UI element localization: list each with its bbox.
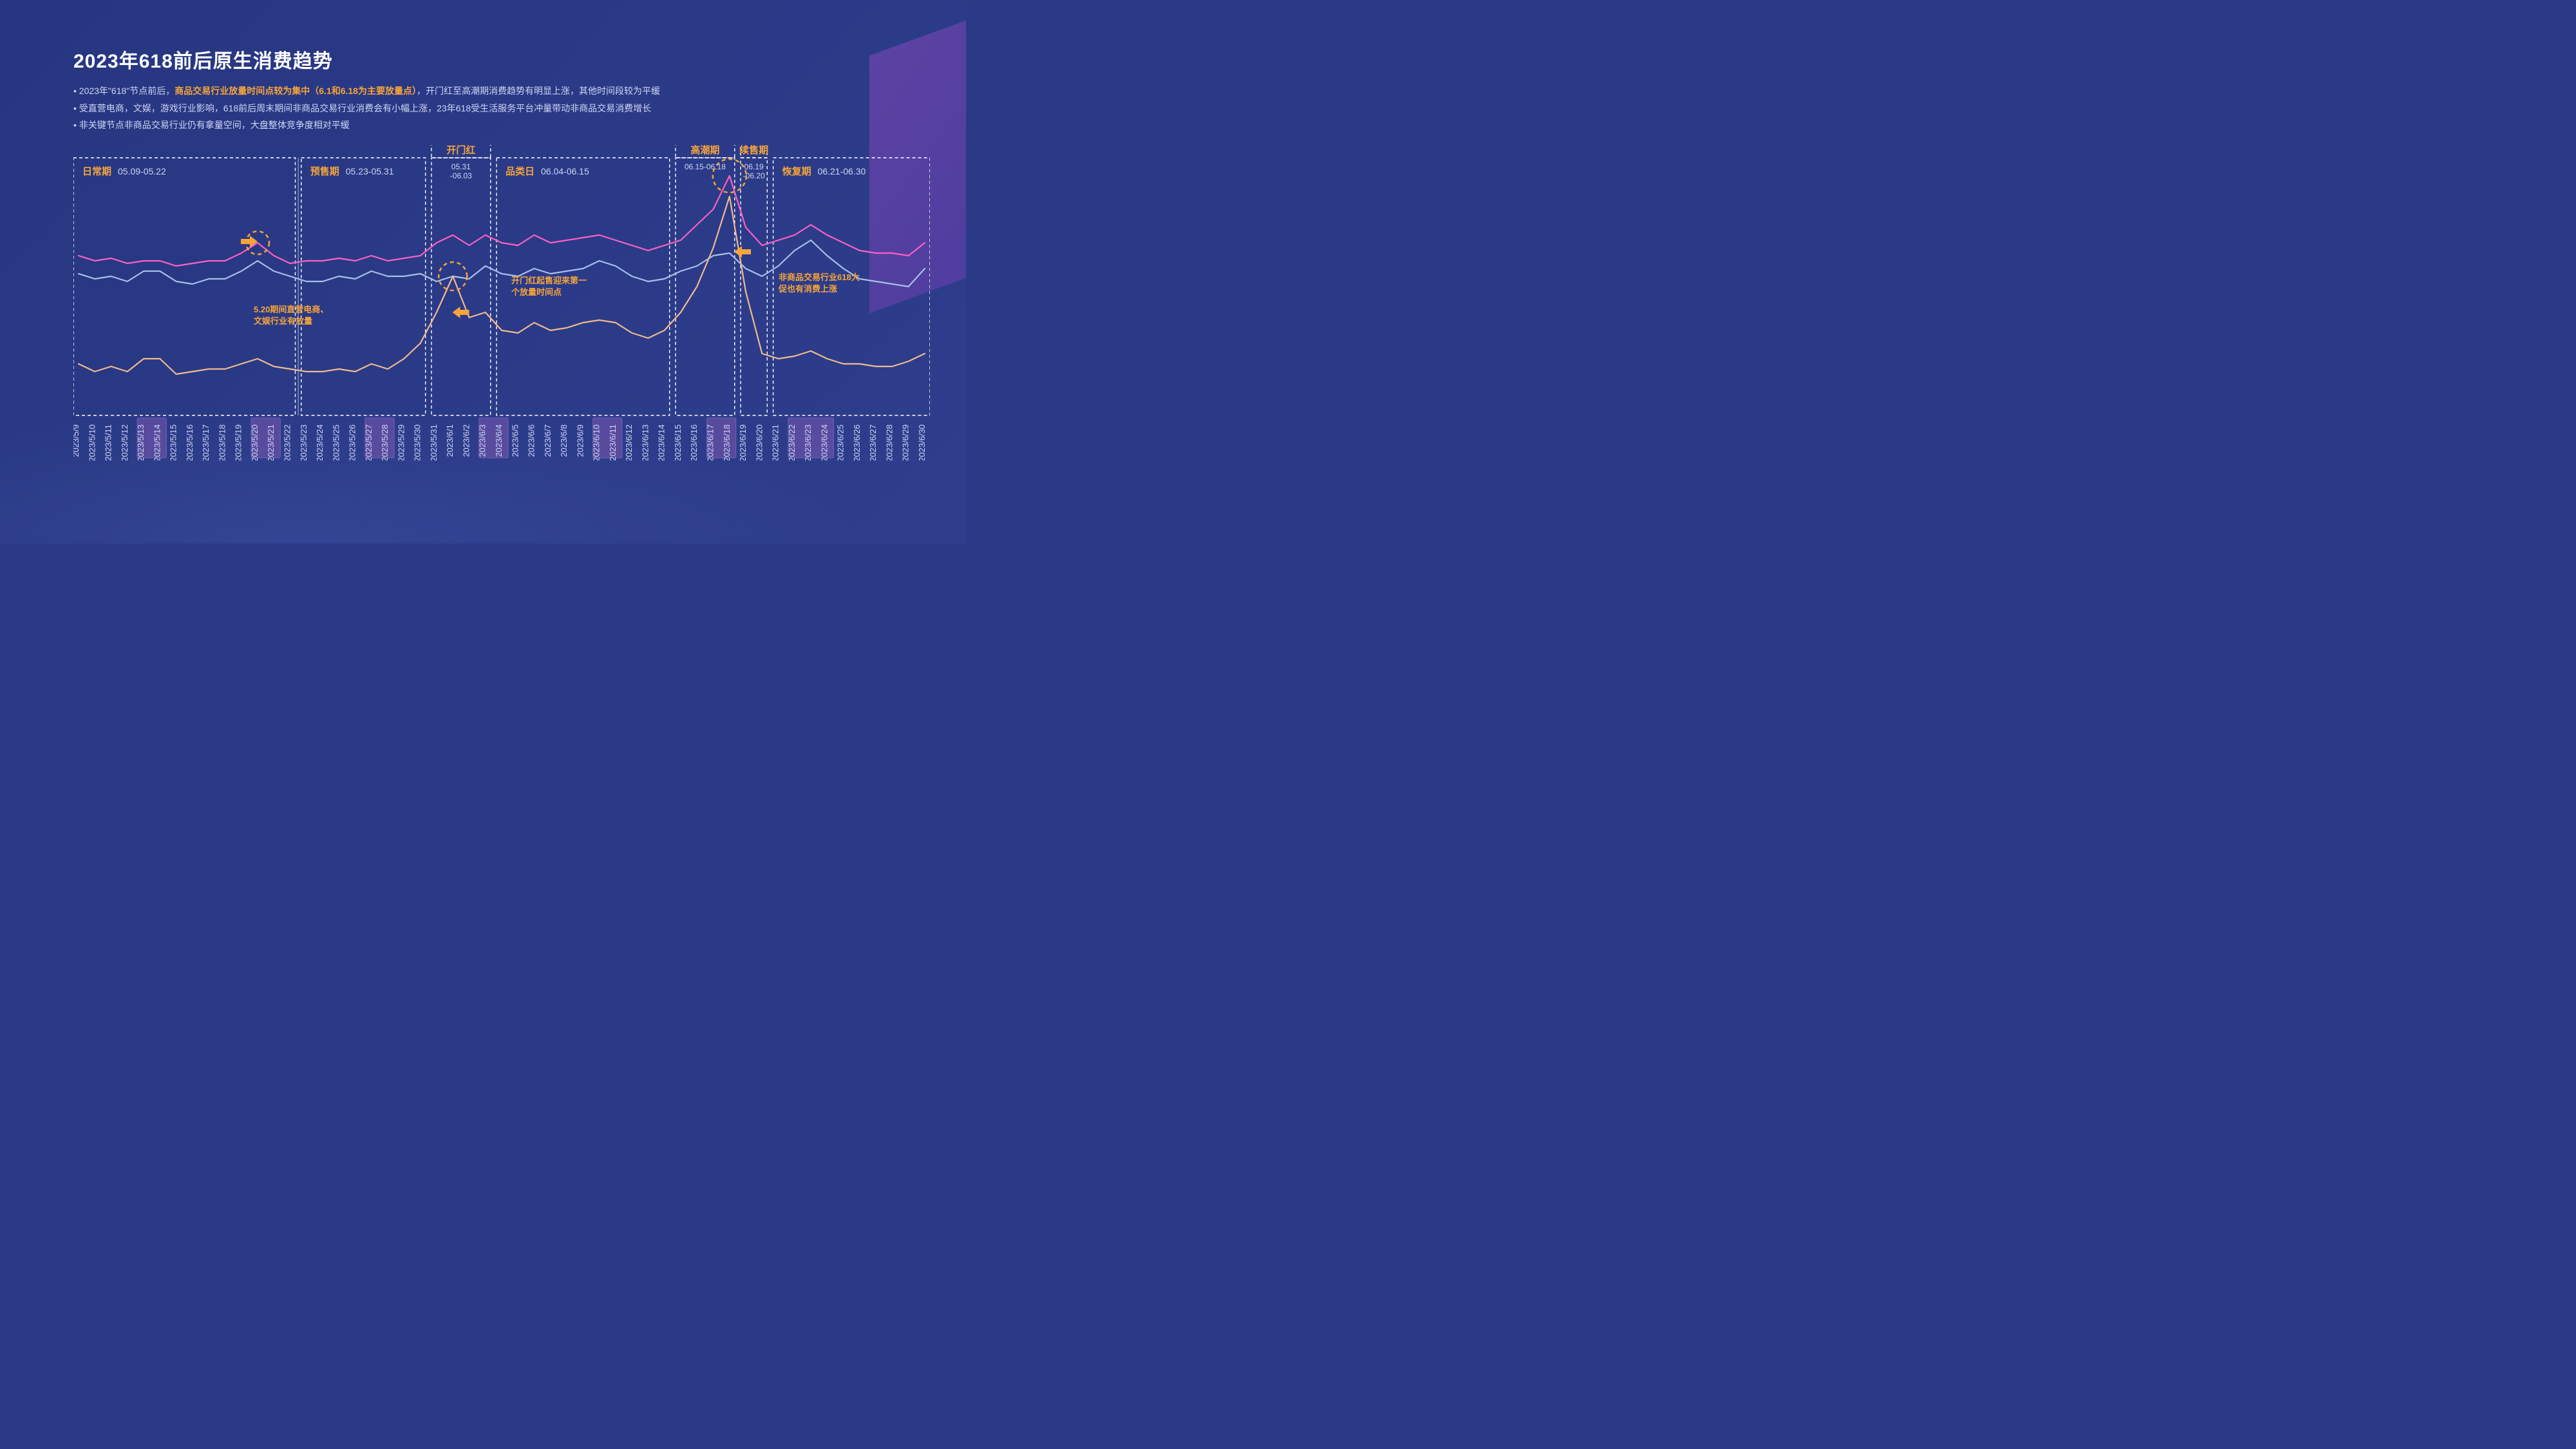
x-axis-label: 2023/6/9: [575, 424, 585, 457]
x-axis-label: 2023/6/13: [640, 424, 650, 460]
callout-arrow-icon: [241, 236, 258, 247]
x-axis-label: 2023/6/8: [559, 424, 569, 457]
callout-text: 文娱行业有放量: [254, 316, 312, 326]
phase-box: [676, 158, 735, 415]
x-axis-label: 2023/5/26: [348, 424, 357, 460]
x-axis-label: 2023/5/27: [364, 424, 374, 460]
x-axis-label: 2023/5/24: [315, 424, 325, 460]
phase-header-label: 高潮期: [690, 145, 719, 156]
callout-arrow-icon: [452, 307, 469, 318]
x-axis-label: 2023/5/16: [185, 424, 194, 460]
x-axis-label: 2023/6/29: [901, 424, 911, 460]
bullet-item: • 2023年"618"节点前后，商品交易行业放量时间点较为集中（6.1和6.1…: [73, 82, 927, 100]
phase-box: [431, 158, 491, 415]
phase-dates: 06.21-06.30: [818, 166, 866, 176]
x-axis-label: 2023/5/12: [120, 424, 129, 460]
x-axis-label: 2023/5/29: [396, 424, 406, 460]
trend-chart: 日常期 05.09-05.22 预售期 05.23-05.31 开门红 05.31-06.…: [73, 145, 930, 460]
page-title: 2023年618前后原生消费趋势: [73, 45, 927, 73]
phase-inline-label: 恢复期 06.21-06.30: [782, 166, 866, 177]
slide: 2023年618前后原生消费趋势 • 2023年"618"节点前后，商品交易行业…: [0, 0, 966, 544]
phase-sub-dates: -06.03: [450, 171, 472, 180]
phase-inline-label: 日常期 05.09-05.22: [82, 166, 166, 177]
x-axis-label: 2023/5/23: [299, 424, 308, 460]
x-axis-label: 2023/6/26: [852, 424, 862, 460]
phase-inline-label: 品类日 06.04-06.15: [506, 166, 589, 177]
phase-box: [73, 158, 296, 415]
callout-text: 非商品交易行业618大: [779, 272, 860, 282]
bullet-item: • 非关键节点非商品交易行业仍有拿量空间，大盘整体竞争度相对平缓: [73, 117, 927, 134]
x-axis-label: 2023/6/11: [608, 424, 618, 460]
x-axis-label: 2023/6/25: [836, 424, 846, 460]
callout-text: 5.20期间直营电商、: [254, 305, 328, 314]
phase-sub-dates: 06.15-06.18: [685, 162, 726, 171]
x-axis-label: 2023/5/21: [266, 424, 276, 460]
x-axis-label: 2023/5/28: [380, 424, 390, 460]
x-axis-label: 2023/6/3: [478, 424, 488, 457]
phase-sub-dates: 05.31: [451, 162, 471, 171]
phase-sub-dates: 06.19: [744, 162, 764, 171]
x-axis-label: 2023/6/22: [787, 424, 797, 460]
x-axis-label: 2023/5/17: [201, 424, 211, 460]
phase-header-label: 开门红: [446, 145, 475, 156]
phase-box: [301, 158, 426, 415]
series-overall: [79, 176, 925, 266]
x-axis-label: 2023/6/14: [657, 424, 667, 460]
phase-box: [497, 158, 670, 415]
x-axis-label: 2023/6/18: [722, 424, 732, 460]
x-axis-label: 2023/5/30: [413, 424, 422, 460]
callout-text: 促也有消费上涨: [778, 284, 837, 294]
x-axis-label: 2023/6/19: [738, 424, 748, 460]
x-axis-label: 2023/6/23: [803, 424, 813, 460]
phase-dates: 05.09-05.22: [118, 166, 166, 176]
x-axis-label: 2023/6/24: [819, 424, 829, 460]
x-axis-label: 2023/6/6: [527, 424, 536, 457]
phase-name: 日常期: [82, 166, 111, 177]
x-axis-label: 2023/6/5: [510, 424, 520, 457]
x-axis-label: 2023/6/4: [494, 424, 504, 457]
x-axis-label: 2023/6/30: [917, 424, 927, 460]
x-axis-label: 2023/6/10: [592, 424, 601, 460]
x-axis-label: 2023/5/31: [429, 424, 439, 460]
x-axis-label: 2023/5/11: [104, 424, 113, 460]
x-axis-label: 2023/5/9: [73, 424, 80, 457]
phase-header-label: 续售期: [739, 145, 768, 156]
x-axis-label: 2023/6/7: [543, 424, 553, 457]
x-axis-label: 2023/5/13: [136, 424, 146, 460]
x-axis-label: 2023/5/18: [217, 424, 227, 460]
x-axis-label: 2023/5/20: [250, 424, 260, 460]
x-axis-label: 2023/6/1: [445, 424, 455, 457]
bullet-item: • 受直营电商，文娱，游戏行业影响，618前后周末期间非商品交易行业消费会有小幅…: [73, 100, 927, 117]
x-axis-label: 2023/6/16: [689, 424, 699, 460]
phase-inline-label: 预售期 05.23-05.31: [310, 166, 394, 177]
callout-text: 开门红起售迎来第一: [511, 276, 587, 285]
phase-name: 品类日: [506, 166, 535, 177]
x-axis-label: 2023/5/25: [331, 424, 341, 460]
x-axis-label: 2023/6/28: [884, 424, 894, 460]
x-axis-label: 2023/5/10: [87, 424, 97, 460]
x-axis-label: 2023/6/12: [624, 424, 634, 460]
bullet-list: • 2023年"618"节点前后，商品交易行业放量时间点较为集中（6.1和6.1…: [73, 82, 927, 134]
x-axis-label: 2023/5/15: [169, 424, 178, 460]
x-axis-label: 2023/5/22: [283, 424, 292, 460]
phase-name: 恢复期: [782, 166, 811, 177]
chart-svg: 日常期 05.09-05.22 预售期 05.23-05.31 开门红 05.31-06.…: [73, 145, 930, 460]
x-axis-label: 2023/5/19: [234, 424, 243, 460]
x-axis-label: 2023/6/20: [754, 424, 764, 460]
callout-arrow-icon: [734, 246, 751, 258]
x-axis-label: 2023/6/27: [868, 424, 878, 460]
callout-text: 个放量时间点: [511, 287, 562, 297]
x-axis-label: 2023/6/21: [771, 424, 781, 460]
x-axis-label: 2023/5/14: [152, 424, 162, 460]
x-axis-label: 2023/6/2: [461, 424, 471, 457]
header: 2023年618前后原生消费趋势 • 2023年"618"节点前后，商品交易行业…: [73, 45, 927, 134]
x-axis-label: 2023/6/15: [673, 424, 683, 460]
phase-dates: 05.23-05.31: [346, 166, 394, 176]
phase-name: 预售期: [310, 166, 339, 177]
x-axis-label: 2023/6/17: [706, 424, 715, 460]
phase-dates: 06.04-06.15: [541, 166, 589, 176]
